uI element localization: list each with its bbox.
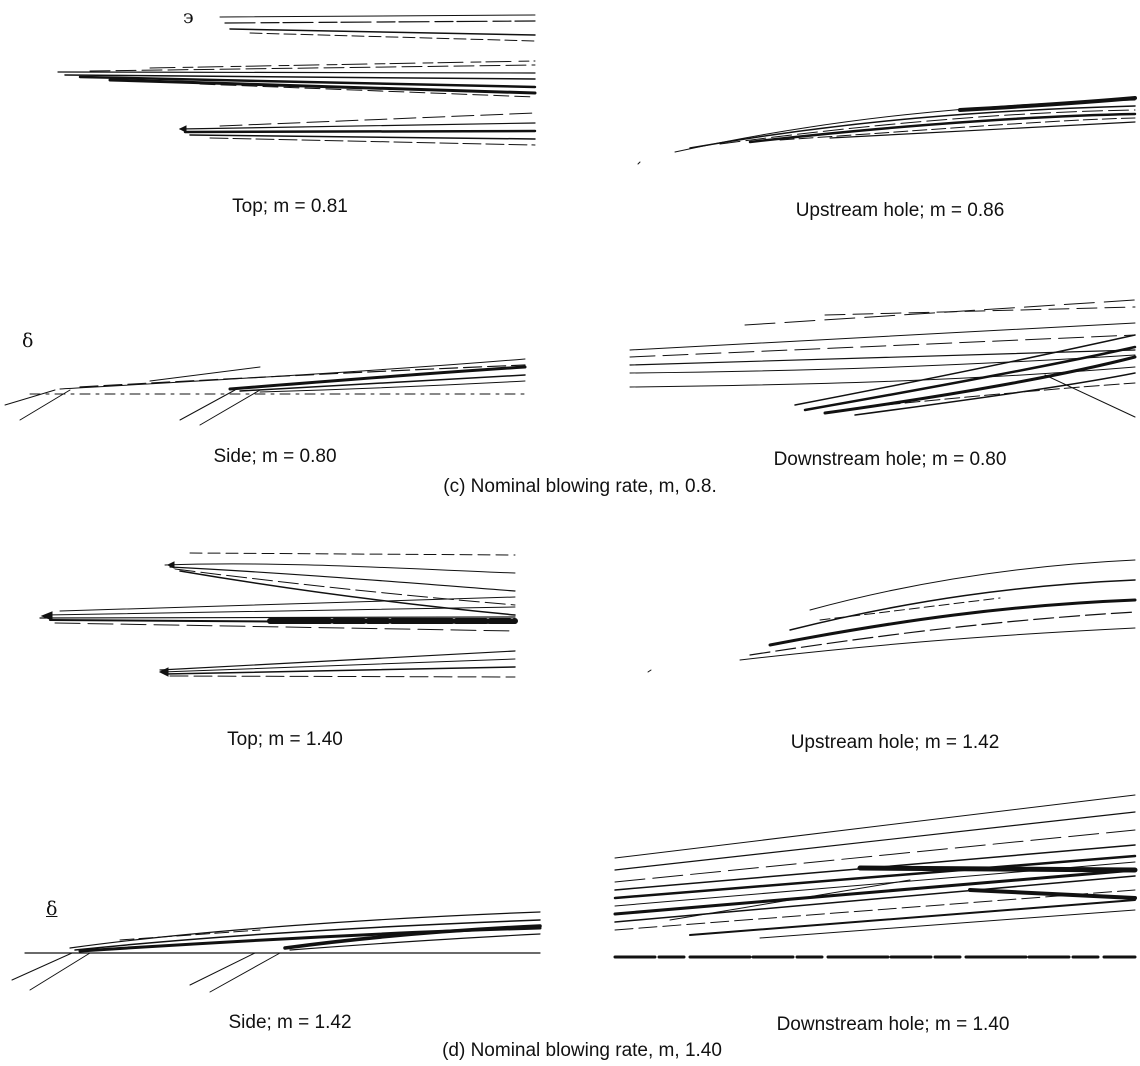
streak-image-side-d xyxy=(0,890,545,1000)
caption-side-d: Side; m = 1.42 xyxy=(228,1012,352,1033)
caption-upstream-c: Upstream hole; m = 0.86 xyxy=(795,200,1005,221)
caption-downstream-c: Downstream hole; m = 0.80 xyxy=(773,449,1007,470)
streak-image-side-c xyxy=(0,345,530,445)
streak-image-upstream-c xyxy=(630,90,1140,170)
caption-upstream-d: Upstream hole; m = 1.42 xyxy=(790,732,1000,753)
delta-label-c: δ xyxy=(22,330,34,352)
delta-label-d: δ xyxy=(46,898,58,920)
streak-image-downstream-d xyxy=(610,790,1140,965)
streak-image-top-d xyxy=(30,545,520,695)
caption-side-c: Side; m = 0.80 xyxy=(213,446,337,467)
caption-top-d: Top; m = 1.40 xyxy=(227,729,343,750)
figure-caption-c: (c) Nominal blowing rate, m, 0.8. xyxy=(443,476,717,497)
streak-image-top-c xyxy=(50,5,540,155)
streak-image-downstream-c xyxy=(625,295,1140,425)
streak-image-upstream-d xyxy=(640,550,1140,680)
caption-top-c: Top; m = 0.81 xyxy=(232,196,348,217)
caption-downstream-d: Downstream hole; m = 1.40 xyxy=(776,1014,1010,1035)
figure-caption-d: (d) Nominal blowing rate, m, 1.40 xyxy=(442,1040,722,1061)
stray-mark: ϶ xyxy=(183,6,194,28)
